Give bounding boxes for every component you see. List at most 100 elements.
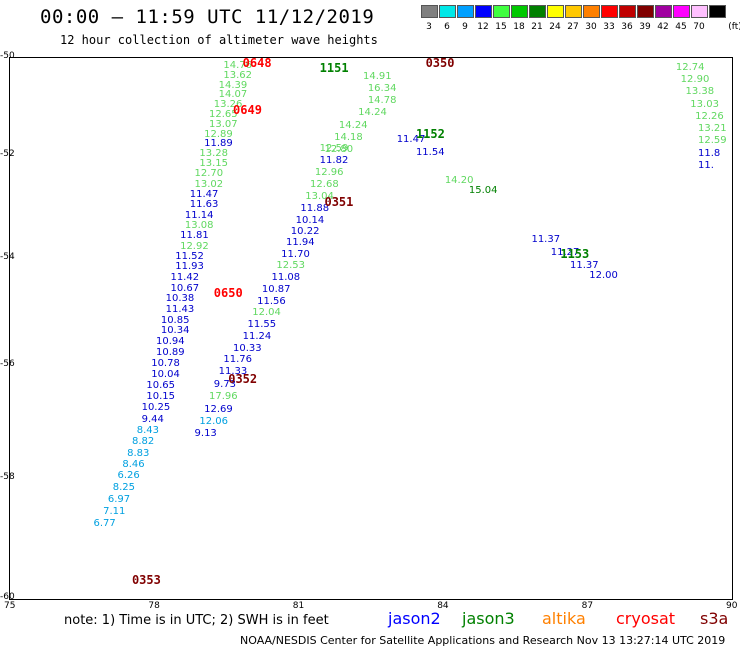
wave-height-label: 11.52 xyxy=(175,250,204,262)
wave-height-label: 12.06 xyxy=(199,415,228,427)
lat-tick-label: -54 xyxy=(0,252,15,262)
wave-height-label: 11. xyxy=(698,160,714,172)
wave-height-label: 8.43 xyxy=(136,425,160,437)
lon-tick-label: 81 xyxy=(292,601,305,611)
color-scale-label: 30 xyxy=(585,22,597,32)
wave-height-label: 6.77 xyxy=(93,517,116,529)
color-scale-label: 39 xyxy=(639,22,651,32)
wave-height-label: 11.70 xyxy=(281,248,310,260)
wave-height-label: 13.07 xyxy=(208,118,238,130)
wave-height-label: 12.92 xyxy=(180,240,209,252)
wave-height-label: 13.38 xyxy=(685,86,715,98)
lat-tick-label: -60 xyxy=(0,592,15,602)
color-scale-label: 33 xyxy=(603,22,615,32)
wave-height-label: 10.33 xyxy=(233,342,262,354)
color-scale-label: 21 xyxy=(531,22,543,32)
wave-height-label: 11.94 xyxy=(285,237,315,249)
wave-height-label: 10.78 xyxy=(151,357,180,369)
wave-height-label: 11.63 xyxy=(189,199,219,211)
color-scale-label: 27 xyxy=(567,22,579,32)
wave-height-label: 11.42 xyxy=(170,271,200,283)
wave-height-label: 12.26 xyxy=(695,110,724,122)
satellite-legend-item: jason2 xyxy=(388,609,441,628)
wave-height-label: 8.25 xyxy=(112,481,135,493)
color-scale-label: 9 xyxy=(462,22,468,32)
map-plot-area xyxy=(9,57,733,600)
wave-height-label: 12.90 xyxy=(680,74,710,86)
wave-height-label: 8.82 xyxy=(131,436,155,448)
wave-height-label: 11.89 xyxy=(204,138,233,150)
pass-time-label: 0649 xyxy=(233,102,262,117)
wave-height-label: 11.47 xyxy=(396,134,426,146)
wave-height-label: 7.11 xyxy=(103,505,126,517)
wave-height-label: 11.37 xyxy=(569,259,599,271)
color-scale-label: 6 xyxy=(444,22,450,32)
color-swatch xyxy=(511,5,528,18)
lon-tick-label: 75 xyxy=(4,601,16,611)
footer-note: note: 1) Time is in UTC; 2) SWH is in fe… xyxy=(64,613,329,628)
wave-height-label: 6.26 xyxy=(117,470,140,482)
color-swatch xyxy=(493,5,510,18)
wave-height-label: 10.15 xyxy=(146,391,176,403)
satellite-legend-item: altika xyxy=(542,609,586,628)
color-scale-label: 70 xyxy=(693,22,705,32)
wave-height-label: 11.8 xyxy=(698,147,721,159)
color-swatch xyxy=(421,5,438,18)
pass-time-label: 0650 xyxy=(213,286,243,301)
wave-height-label: 11.54 xyxy=(415,146,445,158)
pass-time-label: 0351 xyxy=(324,195,354,210)
color-swatch xyxy=(565,5,582,18)
wave-height-label: 14.76 xyxy=(223,59,253,71)
wave-height-label: 14.07 xyxy=(218,89,248,101)
wave-height-label: 13.08 xyxy=(184,219,214,231)
chart-title: 00:00 – 11:59 UTC 11/12/2019 xyxy=(40,6,375,28)
wave-height-label: 12.74 xyxy=(675,61,705,73)
wave-height-label: 12.53 xyxy=(276,260,305,272)
color-scale-label: 45 xyxy=(675,22,687,32)
wave-height-label: 10.04 xyxy=(151,368,180,380)
wave-height-label: 9.73 xyxy=(213,378,237,390)
color-swatch xyxy=(475,5,492,18)
wave-height-label: 11.56 xyxy=(257,295,286,307)
wave-height-label: 13.62 xyxy=(223,69,253,81)
wave-height-label: 11.33 xyxy=(218,366,248,378)
wave-height-label: 12.59 xyxy=(319,143,349,155)
pass-time-label: 1152 xyxy=(415,127,445,142)
color-swatch xyxy=(619,5,636,18)
wave-height-label: 14.39 xyxy=(218,79,248,91)
wave-height-label: 11.82 xyxy=(319,155,349,167)
color-scale-label: 24 xyxy=(549,22,561,32)
color-scale-label: 3 xyxy=(426,22,432,32)
wave-height-label: 8.83 xyxy=(127,447,150,459)
color-swatch xyxy=(529,5,546,18)
lat-tick-label: -50 xyxy=(0,51,15,61)
wave-height-label: 13.21 xyxy=(698,123,727,135)
wave-height-label: 10.85 xyxy=(160,314,190,326)
color-scale-label: 42 xyxy=(657,22,669,32)
wave-height-label: 12.00 xyxy=(589,270,618,282)
wave-height-label: 17.96 xyxy=(208,391,238,403)
color-scale-unit: (ft) xyxy=(728,22,740,32)
lon-tick-label: 84 xyxy=(437,601,449,611)
wave-height-label: 12.80 xyxy=(324,144,354,156)
wave-height-label: 10.87 xyxy=(261,283,291,295)
wave-height-label: 11.14 xyxy=(184,209,214,221)
wave-height-label: 15.04 xyxy=(468,184,498,196)
pass-time-label: 1151 xyxy=(319,60,349,75)
wave-height-label: 13.26 xyxy=(213,99,243,111)
wave-height-label: 11.08 xyxy=(271,271,301,283)
color-scale-label: 36 xyxy=(621,22,633,32)
lon-tick-label: 90 xyxy=(726,601,738,611)
pass-time-label: 0350 xyxy=(425,56,455,70)
wave-height-label: 14.18 xyxy=(334,131,363,143)
wave-height-label: 16.34 xyxy=(367,82,397,94)
wave-height-label: 12.59 xyxy=(698,135,727,147)
color-swatch xyxy=(709,5,726,18)
lat-tick-label: -58 xyxy=(0,472,15,482)
wave-height-label: 14.91 xyxy=(363,70,392,82)
chart-subtitle: 12 hour collection of altimeter wave hei… xyxy=(60,33,378,47)
footer-credit: NOAA/NESDIS Center for Satellite Applica… xyxy=(240,634,726,647)
color-swatch xyxy=(637,5,654,18)
wave-height-label: 11.27 xyxy=(550,246,580,258)
color-swatch xyxy=(601,5,618,18)
